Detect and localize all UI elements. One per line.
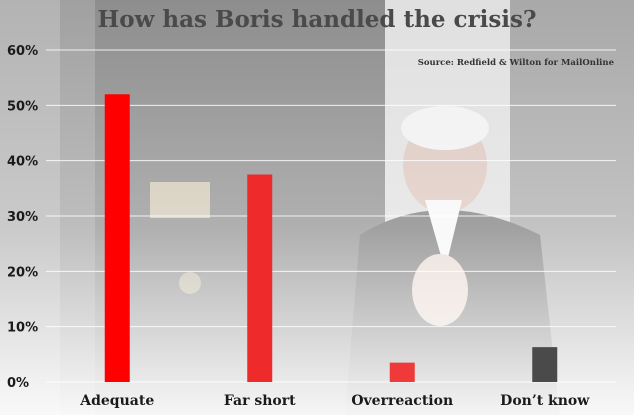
- y-axis-ticks: 0% 10% 20% 30% 40% 50% 60%: [7, 44, 38, 391]
- gridlines: [46, 49, 616, 383]
- y-tick-label: 60%: [7, 44, 38, 59]
- chart-source: Source: Redfield & Wilton for MailOnline: [417, 58, 614, 68]
- x-tick-label: Adequate: [79, 393, 154, 409]
- bar-4: [532, 347, 558, 382]
- y-tick-label: 20%: [7, 265, 38, 280]
- y-tick-label: 50%: [7, 99, 38, 114]
- y-tick-label: 40%: [7, 155, 38, 170]
- x-tick-label: Overreaction: [351, 393, 453, 409]
- chart-title: How has Boris handled the crisis?: [97, 6, 537, 33]
- x-tick-label: Far short: [224, 393, 296, 409]
- bar-3: [389, 362, 415, 382]
- y-tick-label: 30%: [7, 210, 38, 225]
- bars: [104, 94, 558, 383]
- y-tick-label: 0%: [7, 376, 29, 391]
- bar-2: [247, 174, 273, 382]
- x-tick-label: Don’t know: [500, 393, 590, 409]
- x-axis-labels: Adequate Far short Overreaction Don’t know: [79, 393, 590, 409]
- y-tick-label: 10%: [7, 321, 38, 336]
- bar-1: [104, 94, 130, 383]
